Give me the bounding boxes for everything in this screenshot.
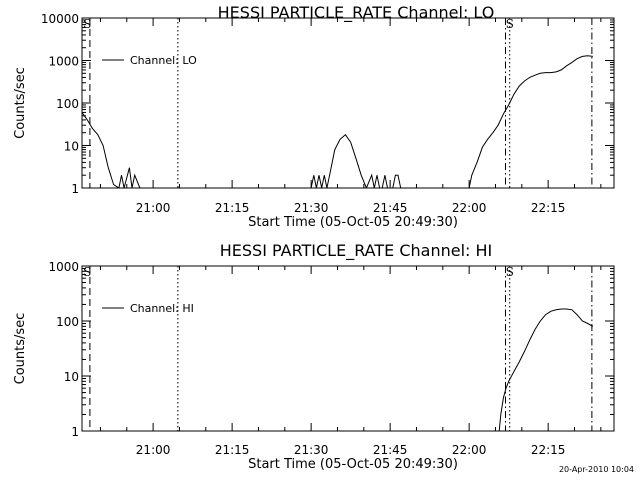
panel-1-title: HESSI PARTICLE_RATE Channel: LO — [218, 3, 495, 23]
panel-1-x-axis-label: Start Time (05-Oct-05 20:49:30) — [248, 215, 458, 230]
panel-2-legend-label: Channel: HI — [130, 302, 194, 315]
panel-1-chart: HESSI PARTICLE_RATE Channel: LO 21:00 21:1… — [13, 3, 615, 230]
panel-1-y-tick-label: 100 — [56, 97, 79, 111]
panel-2-y-tick-label: 10 — [64, 370, 79, 384]
panel-1-y-tick-label: 10 — [64, 140, 79, 154]
panel-2-y-tick-label: 1 — [71, 425, 79, 439]
panel-2-x-tick-label: 21:15 — [215, 443, 250, 457]
panel-1-axes-frame — [81, 17, 615, 189]
timestamp-label: 20-Apr-2010 10:04 — [559, 465, 634, 474]
panel-2-x-tick-label: 21:30 — [294, 443, 329, 457]
panel-2-y-tick-label: 1000 — [48, 260, 79, 274]
panel-1-y-tick-label: 1 — [71, 182, 79, 196]
panel-2-x-tick-label: 21:45 — [373, 443, 408, 457]
panel-1-series-line — [82, 55, 593, 188]
panel-1-x-tick-label: 21:15 — [215, 201, 250, 215]
panel-2-title: HESSI PARTICLE_RATE Channel: HI — [220, 241, 493, 261]
panel-2-axes-frame — [81, 265, 615, 432]
panel-1-x-tick-label: 22:15 — [531, 201, 566, 215]
panel-1-y-axis-label: Counts/sec — [13, 67, 28, 139]
panel-2-event-marker-label: S — [506, 265, 514, 279]
panel-2-y-axis-label: Counts/sec — [13, 313, 28, 385]
panel-2-event-marker-label: S — [83, 265, 91, 279]
panel-2-x-tick-label: 22:00 — [452, 443, 487, 457]
panel-2-series-line — [498, 308, 594, 431]
panel-1-x-tick-label: 22:00 — [452, 201, 487, 215]
panel-1-x-tick-label: 21:45 — [373, 201, 408, 215]
panel-2-x-axis-label: Start Time (05-Oct-05 20:49:30) — [248, 457, 458, 472]
panel-1-event-marker-label: S — [83, 17, 91, 31]
panel-1-x-tick-label: 21:30 — [294, 201, 329, 215]
panel-2-y-tick-label: 100 — [56, 315, 79, 329]
panel-1-legend-label: Channel: LO — [130, 54, 197, 67]
panel-1-y-tick-label: 10000 — [41, 12, 79, 26]
panel-1-x-tick-label: 21:00 — [136, 201, 171, 215]
panel-2-chart: HESSI PARTICLE_RATE Channel: HI 21:00 21:1… — [13, 241, 615, 472]
panel-1-y-tick-label: 1000 — [48, 55, 79, 69]
panel-2-x-tick-label: 22:15 — [531, 443, 566, 457]
panel-1-event-marker-label: S — [506, 17, 514, 31]
panel-2-x-tick-label: 21:00 — [136, 443, 171, 457]
